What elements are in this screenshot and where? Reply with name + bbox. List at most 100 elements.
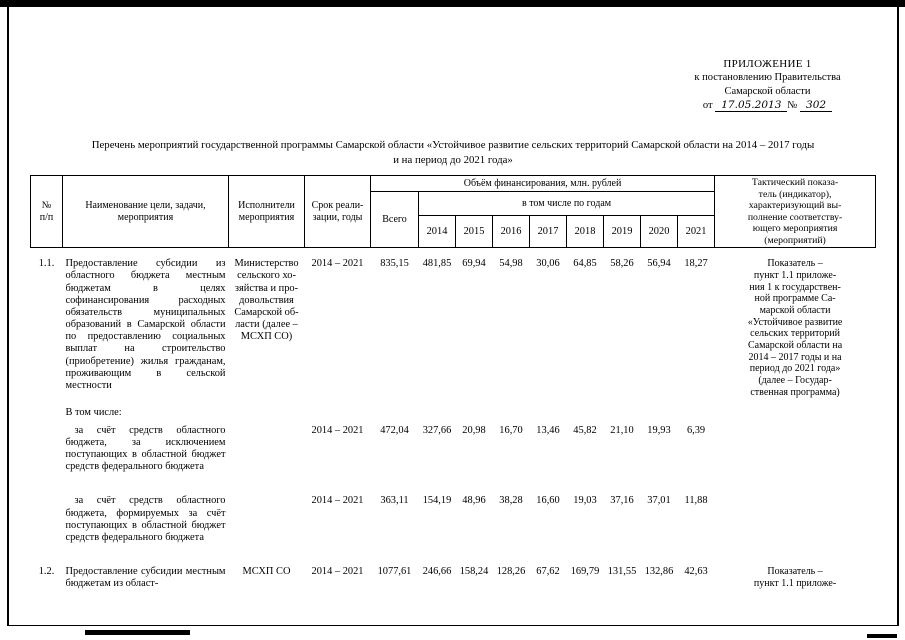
cell-year [604,401,641,421]
cell-name: Предоставление субсидии из областного бю… [65,258,226,391]
from-label: от [702,99,713,111]
cell-name: Предоставление субсидии местным бюджетам… [65,566,226,590]
cell-year: 169,79 [570,566,600,578]
cell-name: за счёт средств областного бюджета, форм… [65,495,226,543]
appendix-date-line: от 17.05.2013 № 302 [660,98,875,113]
cell-indicator [715,421,876,476]
cell-year: 38,28 [499,495,523,507]
cell-year [456,401,493,421]
cell-indicator: Показатель – пункт 1.1 приложе- ния 1 к … [747,258,843,398]
scan-right-edge [897,7,899,626]
cell-year: 37,01 [647,495,671,507]
cell-year: 67,62 [536,566,560,578]
cell-year [493,401,530,421]
col-header-year: 2018 [566,215,604,249]
cell-num [31,421,63,476]
table-row: 1.2. Предоставление субсидии местным бюдж… [31,546,876,592]
col-header-year: 2021 [676,215,716,249]
appendix-line-3: Самарской области [724,85,811,97]
table-row: за счёт средств областного бюджета, форм… [31,475,876,546]
table-row: 1.1. Предоставление субсидии из областног… [31,248,876,401]
appendix-title: ПРИЛОЖЕНИЕ 1 [723,58,812,70]
cell-total: 835,15 [380,258,409,270]
cell-year: 54,98 [499,258,523,270]
cell-year: 30,06 [536,258,560,270]
col-header-num: № п/п [30,174,63,249]
cell-term: 2014 – 2021 [311,566,364,578]
col-header-name: Наименование цели, задачи, мероприятия [62,174,229,249]
cell-total [371,401,419,421]
cell-year: 19,93 [647,424,671,436]
cell-total: 1077,61 [377,566,412,578]
cell-year [641,401,678,421]
header-row-years: 2014 2015 2016 2017 2018 2019 2020 2021 [31,215,876,249]
cell-year: 128,26 [496,566,526,578]
col-header-financing: Объём финансирования, млн. рублей [369,175,716,192]
cell-num: 1.1. [38,258,55,270]
scan-artifact-bottom-right [867,634,897,638]
cell-year: 13,46 [536,424,560,436]
cell-year: 246,66 [422,566,452,578]
cell-executor: Министерство сельского хо- зяйства и про… [234,258,299,343]
cell-year: 132,86 [644,566,674,578]
cell-year [567,401,604,421]
header-row-1: № п/п Наименование цели, задачи, меропри… [30,174,877,249]
cell-year: 20,98 [462,424,486,436]
cell-year: 58,26 [610,258,634,270]
cell-year: 481,85 [422,258,452,270]
document-title: Перечень мероприятий государственной про… [91,139,815,166]
cell-indicator [715,475,876,546]
col-header-executors: Исполнители мероприятия [228,174,305,249]
cell-year [530,401,567,421]
col-header-indicator: Тактический показа- тель (индикатор), ха… [714,174,877,249]
cell-year: 131,55 [607,566,637,578]
cell-indicator [715,401,876,421]
cell-executor [229,401,305,421]
col-header-by-years: в том числе по годам [417,190,716,217]
scan-artifact-bottom-left [85,630,190,635]
cell-year: 158,24 [459,566,489,578]
col-header-total: Всего [370,190,419,249]
col-header-year: 2020 [640,215,678,249]
cell-year: 16,70 [499,424,523,436]
scan-left-edge [7,7,9,626]
col-header-year: 2015 [455,215,493,249]
scan-top-edge [0,0,905,7]
cell-year: 16,60 [536,495,560,507]
cell-year: 19,03 [573,495,597,507]
cell-year: 154,19 [422,495,452,507]
table-row: В том числе: [31,401,876,421]
number-label: № [787,99,798,111]
cell-year: 64,85 [573,258,597,270]
cell-year: 11,88 [684,495,708,507]
col-header-year: 2019 [603,215,641,249]
col-header-year: 2016 [492,215,530,249]
cell-year: 42,63 [684,566,708,578]
cell-year: 45,82 [573,424,597,436]
cell-executor [229,421,305,476]
header-row-2: Всего в том числе по годам [31,190,876,249]
cell-year: 37,16 [610,495,634,507]
cell-year: 18,27 [684,258,708,270]
cell-total: 363,11 [380,495,409,507]
cell-year: 6,39 [686,424,706,436]
cell-year: 327,66 [422,424,452,436]
col-header-year: 2017 [529,215,567,249]
table-row: за счёт средств областного бюджета, за и… [31,421,876,476]
program-table: № п/п Наименование цели, задачи, меропри… [30,174,877,592]
cell-executor [229,475,305,546]
cell-name: В том числе: [65,406,122,418]
cell-total: 472,04 [380,424,409,436]
cell-indicator: Показатель – пункт 1.1 приложе- [753,566,837,589]
cell-name: за счёт средств областного бюджета, за и… [65,424,226,473]
cell-term [305,401,371,421]
col-header-term: Срок реали- зации, годы [304,174,371,249]
handwritten-date: 17.05.2013 [715,98,788,112]
cell-num: 1.2. [38,566,55,578]
scan-bottom-edge [7,625,899,626]
handwritten-number: 302 [800,98,833,112]
appendix-line-2: к постановлению Правительства [694,72,841,84]
cell-year [419,401,456,421]
appendix-block: ПРИЛОЖЕНИЕ 1 к постановлению Правительст… [660,57,875,112]
